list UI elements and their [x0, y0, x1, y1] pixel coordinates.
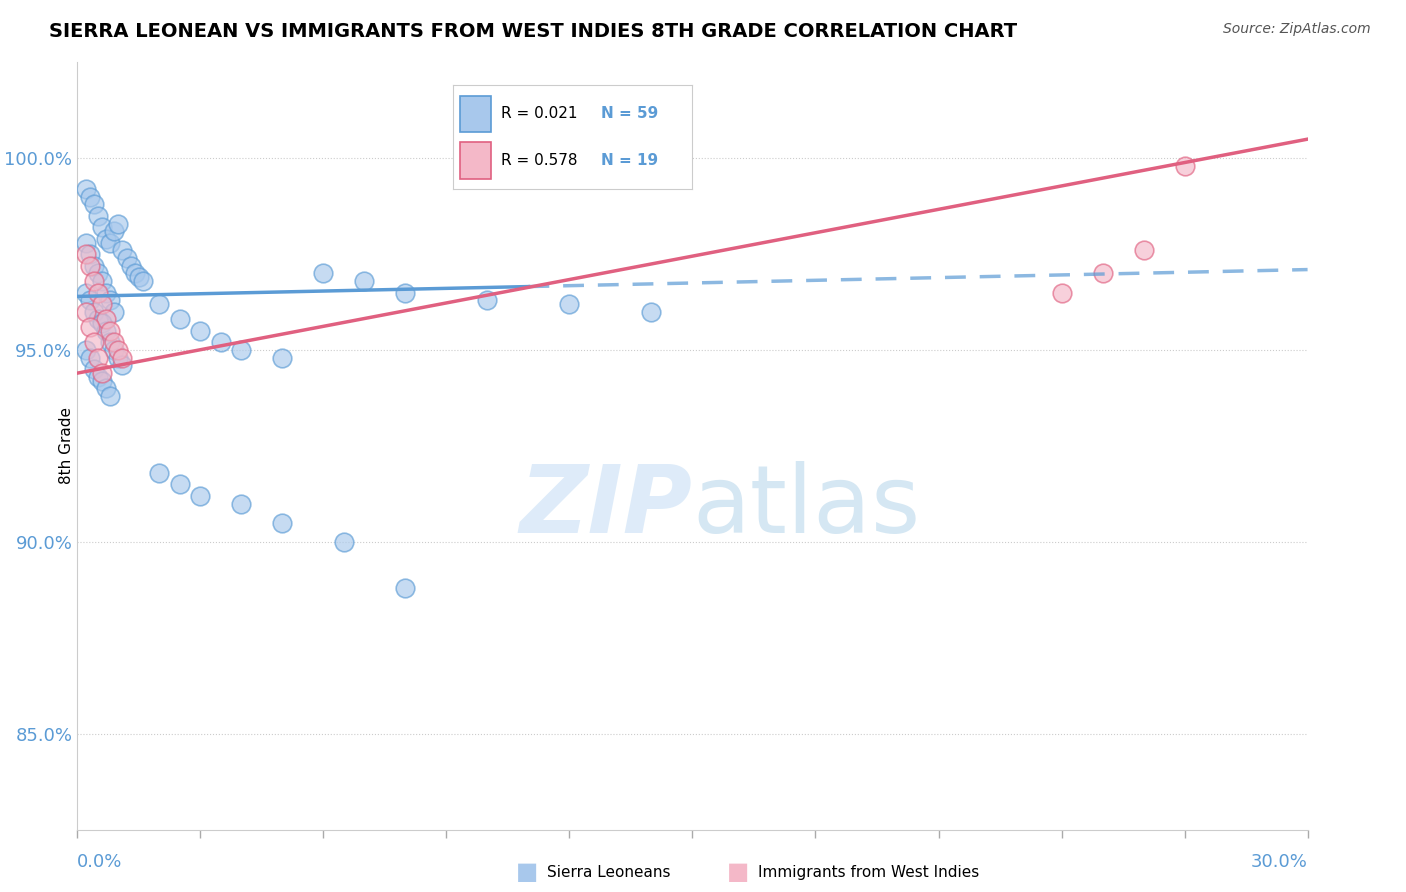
Point	[79, 351, 101, 365]
Point	[94, 232, 117, 246]
Point	[231, 343, 253, 358]
Point	[83, 335, 105, 350]
Point	[75, 182, 97, 196]
Point	[120, 259, 142, 273]
Point	[90, 374, 114, 388]
Point	[188, 324, 212, 338]
Point	[75, 304, 97, 318]
Point	[271, 351, 294, 365]
Point	[111, 244, 134, 258]
Point	[98, 293, 121, 308]
Text: SIERRA LEONEAN VS IMMIGRANTS FROM WEST INDIES 8TH GRADE CORRELATION CHART: SIERRA LEONEAN VS IMMIGRANTS FROM WEST I…	[49, 22, 1018, 41]
Point	[79, 259, 101, 273]
Point	[75, 247, 97, 261]
Point	[169, 477, 191, 491]
Text: ZIP: ZIP	[520, 461, 693, 553]
Point	[115, 251, 138, 265]
Point	[558, 297, 581, 311]
Point	[1050, 285, 1073, 300]
Point	[103, 343, 125, 358]
Text: 0.0%: 0.0%	[77, 853, 122, 871]
Text: ■: ■	[516, 861, 538, 884]
Point	[94, 382, 117, 396]
Point	[271, 516, 294, 530]
Point	[83, 362, 105, 376]
Point	[87, 351, 110, 365]
Point	[94, 324, 117, 338]
Point	[169, 312, 191, 326]
Point	[87, 312, 110, 326]
Point	[87, 267, 110, 281]
Point	[79, 190, 101, 204]
Point	[87, 285, 110, 300]
Text: Source: ZipAtlas.com: Source: ZipAtlas.com	[1223, 22, 1371, 37]
Point	[103, 224, 125, 238]
Point	[94, 312, 117, 326]
Point	[111, 359, 134, 373]
Point	[394, 581, 416, 595]
Point	[477, 293, 499, 308]
Point	[333, 534, 356, 549]
Point	[103, 304, 125, 318]
Point	[83, 197, 105, 211]
Point	[188, 489, 212, 503]
Text: Sierra Leoneans: Sierra Leoneans	[547, 865, 671, 880]
Point	[107, 217, 129, 231]
Point	[90, 274, 114, 288]
Point	[209, 335, 232, 350]
Point	[231, 497, 253, 511]
Point	[83, 274, 105, 288]
Text: ■: ■	[727, 861, 749, 884]
Point	[79, 320, 101, 334]
Point	[90, 220, 114, 235]
Point	[98, 335, 121, 350]
Point	[312, 267, 335, 281]
Point	[1091, 267, 1114, 281]
Point	[1132, 244, 1154, 258]
Point	[79, 247, 101, 261]
Point	[90, 366, 114, 380]
Point	[75, 343, 97, 358]
Y-axis label: 8th Grade: 8th Grade	[59, 408, 73, 484]
Point	[90, 297, 114, 311]
Point	[353, 274, 375, 288]
Point	[1174, 159, 1197, 173]
Point	[79, 293, 101, 308]
Point	[75, 235, 97, 250]
Point	[103, 335, 125, 350]
Point	[98, 235, 121, 250]
Point	[111, 351, 134, 365]
Point	[75, 285, 97, 300]
Point	[98, 389, 121, 403]
Point	[394, 285, 416, 300]
Point	[107, 351, 129, 365]
Point	[94, 285, 117, 300]
Point	[83, 259, 105, 273]
Text: atlas: atlas	[693, 461, 921, 553]
Point	[98, 324, 121, 338]
Point	[148, 466, 170, 480]
Point	[107, 343, 129, 358]
Point	[128, 270, 150, 285]
Point	[124, 267, 146, 281]
Point	[148, 297, 170, 311]
Text: 30.0%: 30.0%	[1251, 853, 1308, 871]
Point	[132, 274, 155, 288]
Point	[87, 370, 110, 384]
Point	[90, 316, 114, 330]
Point	[87, 209, 110, 223]
Text: Immigrants from West Indies: Immigrants from West Indies	[758, 865, 979, 880]
Point	[640, 304, 662, 318]
Point	[83, 304, 105, 318]
